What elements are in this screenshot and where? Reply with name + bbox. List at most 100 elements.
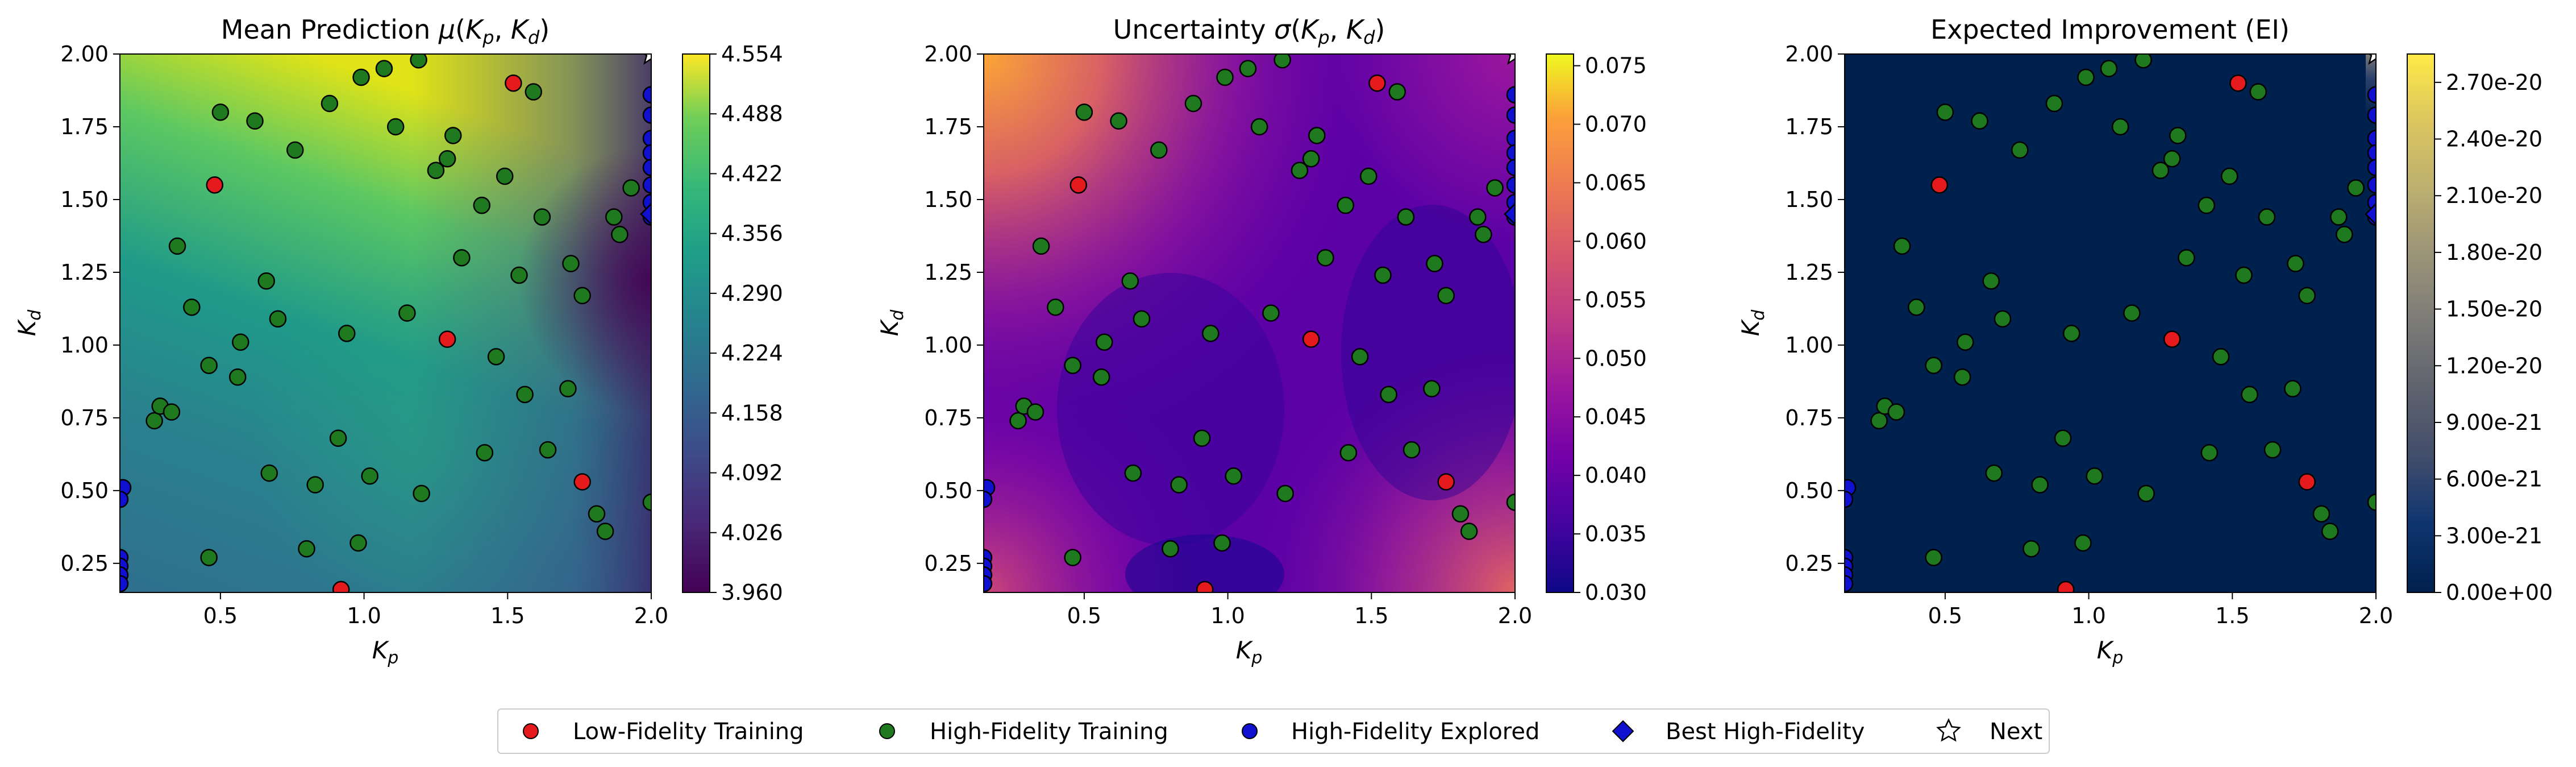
colorbar-tick-label: 6.00e-21	[2446, 467, 2542, 492]
high-fidelity-point	[2200, 444, 2219, 462]
explored-point	[1506, 130, 1515, 147]
explored-point	[1506, 159, 1515, 176]
high-fidelity-point	[2151, 161, 2170, 180]
y-tick-label: 0.50	[60, 478, 109, 503]
colorbar-tick-label: 0.050	[1585, 346, 1647, 371]
low-fidelity-point	[206, 176, 224, 194]
legend-label: High-Fidelity Training	[930, 719, 1168, 745]
high-fidelity-point	[1092, 368, 1110, 386]
high-fidelity-point	[1351, 348, 1369, 366]
diamond-icon	[1612, 720, 1634, 743]
x-tick-label: 2.0	[634, 603, 668, 628]
high-fidelity-point	[2045, 94, 2063, 113]
high-fidelity-point	[559, 380, 577, 397]
high-fidelity-point	[473, 196, 491, 214]
y-ticks: 0.25 0.50 0.75 1.00 1.25 1.50 1.75 2.00	[60, 42, 120, 576]
high-fidelity-point	[496, 167, 514, 185]
high-fidelity-point	[1202, 325, 1220, 342]
low-fidelity-point	[1368, 74, 1386, 92]
low-fidelity-point	[2163, 330, 2181, 348]
high-fidelity-point	[1426, 255, 1443, 272]
high-fidelity-point	[525, 83, 543, 101]
high-fidelity-point	[246, 112, 264, 130]
explored-point	[642, 144, 651, 162]
low-fidelity-point	[573, 473, 591, 491]
low-fidelity-point	[332, 581, 350, 592]
colorbar	[682, 53, 710, 593]
explored-point	[1506, 144, 1515, 162]
next-point	[2368, 54, 2376, 65]
x-tick-label: 1.5	[2215, 603, 2249, 628]
high-fidelity-point	[1064, 356, 1081, 374]
high-fidelity-point	[200, 356, 218, 374]
high-fidelity-point	[1110, 112, 1127, 130]
colorbar-tick-label: 4.026	[721, 520, 783, 545]
high-fidelity-point	[1216, 68, 1234, 86]
explored-point	[1506, 176, 1515, 194]
low-fidelity-point	[2057, 581, 2075, 592]
colorbar-tick-label: 0.00e+00	[2446, 580, 2553, 605]
high-fidelity-point	[2249, 83, 2267, 101]
y-tick-label: 1.25	[1785, 260, 1833, 285]
explored-point	[642, 106, 651, 124]
legend-label: Low-Fidelity Training	[573, 719, 804, 745]
high-fidelity-point	[1506, 494, 1515, 511]
y-tick-label: 1.50	[60, 187, 109, 212]
chart-title: Expected Improvement (EI)	[1930, 14, 2290, 45]
high-fidelity-point	[1250, 118, 1268, 136]
y-tick-label: 1.25	[60, 260, 109, 285]
high-fidelity-point	[1887, 403, 1905, 421]
high-fidelity-point	[1213, 534, 1231, 552]
colorbar-tick-label: 0.040	[1585, 463, 1647, 488]
plot-frame	[119, 53, 652, 593]
high-fidelity-point	[1064, 549, 1081, 566]
high-fidelity-point	[2241, 385, 2258, 404]
y-tick-label: 0.25	[924, 551, 972, 576]
legend-marker	[1242, 723, 1258, 739]
high-fidelity-point	[1908, 298, 1925, 316]
high-fidelity-point	[375, 60, 393, 77]
low-fidelity-point	[1069, 176, 1088, 194]
colorbar-tick-label: 2.10e-20	[2446, 183, 2542, 208]
high-fidelity-point	[1274, 54, 1291, 69]
y-tick-label: 0.25	[60, 551, 109, 576]
high-fidelity-point	[183, 298, 201, 316]
high-fidelity-point	[1291, 161, 1309, 180]
high-fidelity-point	[352, 68, 370, 86]
colorbar-tick-label: 0.065	[1585, 170, 1647, 195]
explored-point	[984, 490, 993, 508]
high-fidelity-point	[329, 429, 347, 447]
high-fidelity-point	[1936, 103, 1954, 121]
colorbar-tick-label: 2.40e-20	[2446, 127, 2542, 152]
y-tick-label: 1.25	[924, 260, 972, 285]
chart-title: Mean Prediction μ(Kp, Kd)	[221, 14, 550, 48]
high-fidelity-point	[269, 310, 287, 328]
y-tick-label: 1.50	[924, 187, 972, 212]
low-fidelity-point	[1930, 176, 1949, 194]
colorbar-tick-label: 0.070	[1585, 112, 1647, 137]
explored-point	[2367, 176, 2376, 194]
high-fidelity-point	[2123, 304, 2141, 322]
high-fidelity-point	[1262, 304, 1280, 322]
high-fidelity-point	[306, 476, 324, 494]
high-fidelity-point	[2312, 505, 2331, 523]
high-fidelity-point	[1225, 467, 1242, 485]
high-fidelity-point	[2258, 208, 2276, 226]
high-fidelity-point	[1971, 112, 1988, 130]
low-fidelity-point	[1437, 473, 1455, 491]
y-ticks: 0.25 0.50 0.75 1.00 1.25 1.50 1.75 2.00	[1785, 42, 1845, 576]
high-fidelity-point	[398, 304, 416, 322]
legend-item-explored: High-Fidelity Explored	[1242, 719, 1539, 745]
scatter-layer-ei	[1845, 54, 2376, 592]
explored-point	[642, 159, 651, 176]
colorbar-tick-label: 1.80e-20	[2446, 240, 2542, 265]
explored-point	[2367, 86, 2376, 103]
x-tick-label: 1.5	[490, 603, 525, 628]
high-fidelity-point	[2011, 141, 2029, 159]
high-fidelity-point	[2263, 441, 2282, 459]
high-fidelity-point	[1870, 412, 1888, 430]
y-axis-label: Kd	[876, 309, 908, 337]
panel-expected-improvement: Expected Improvement (EI) Kp Kd 0.5 1.0 1.…	[1737, 14, 2553, 668]
high-fidelity-point	[2022, 540, 2040, 558]
explored-point	[642, 176, 651, 194]
